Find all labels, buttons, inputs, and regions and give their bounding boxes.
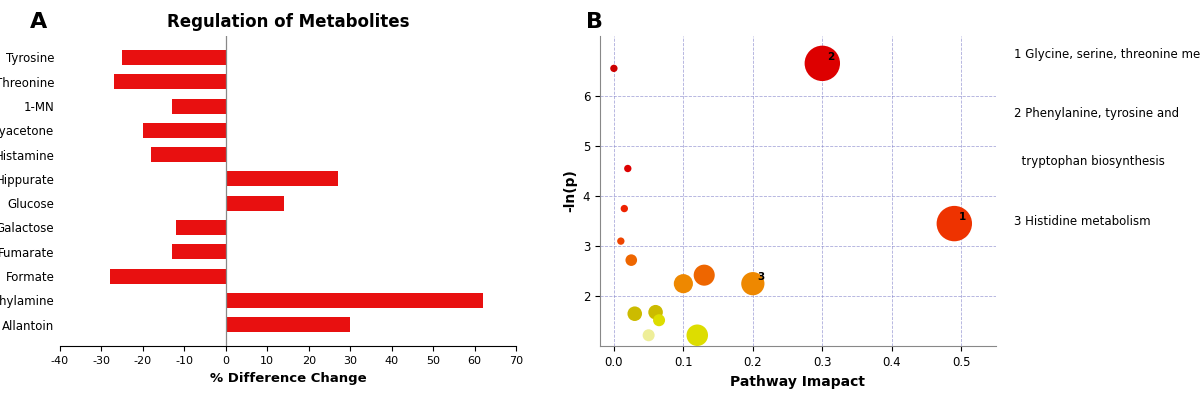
Text: 3: 3: [757, 272, 764, 282]
Bar: [109, 269, 226, 283]
Point: [646, 309, 665, 315]
Bar: [172, 99, 226, 113]
Bar: [143, 123, 226, 138]
Point: [743, 281, 762, 287]
Point: [614, 205, 634, 212]
Point: [605, 65, 624, 72]
Text: 1: 1: [959, 212, 966, 222]
Point: [688, 332, 707, 338]
Point: [944, 220, 964, 227]
X-axis label: % Difference Change: % Difference Change: [210, 372, 366, 384]
Text: 3 Histidine metabolism: 3 Histidine metabolism: [1014, 215, 1151, 228]
Point: [640, 332, 659, 338]
Bar: [226, 196, 284, 211]
Text: 2: 2: [827, 52, 834, 62]
Text: B: B: [586, 12, 602, 32]
Text: tryptophan biosynthesis: tryptophan biosynthesis: [1014, 155, 1165, 168]
Point: [625, 310, 644, 317]
Bar: [114, 74, 226, 89]
Point: [649, 317, 668, 324]
Y-axis label: -ln(p): -ln(p): [563, 170, 577, 213]
Point: [812, 60, 832, 66]
Point: [695, 272, 714, 278]
Point: [618, 165, 637, 172]
Bar: [176, 220, 226, 235]
Text: A: A: [30, 12, 47, 32]
Text: 2 Phenylanine, tyrosine and: 2 Phenylanine, tyrosine and: [1014, 107, 1180, 121]
Title: Regulation of Metabolites: Regulation of Metabolites: [167, 14, 409, 31]
Bar: [226, 317, 350, 332]
X-axis label: Pathway Imapact: Pathway Imapact: [731, 375, 865, 388]
Bar: [172, 244, 226, 259]
Point: [611, 238, 630, 244]
Bar: [151, 147, 226, 162]
Bar: [226, 293, 482, 308]
Text: 1 Glycine, serine, threonine metabolism: 1 Glycine, serine, threonine metabolism: [1014, 48, 1200, 61]
Point: [622, 257, 641, 263]
Point: [673, 281, 692, 287]
Bar: [122, 50, 226, 65]
Bar: [226, 172, 337, 186]
